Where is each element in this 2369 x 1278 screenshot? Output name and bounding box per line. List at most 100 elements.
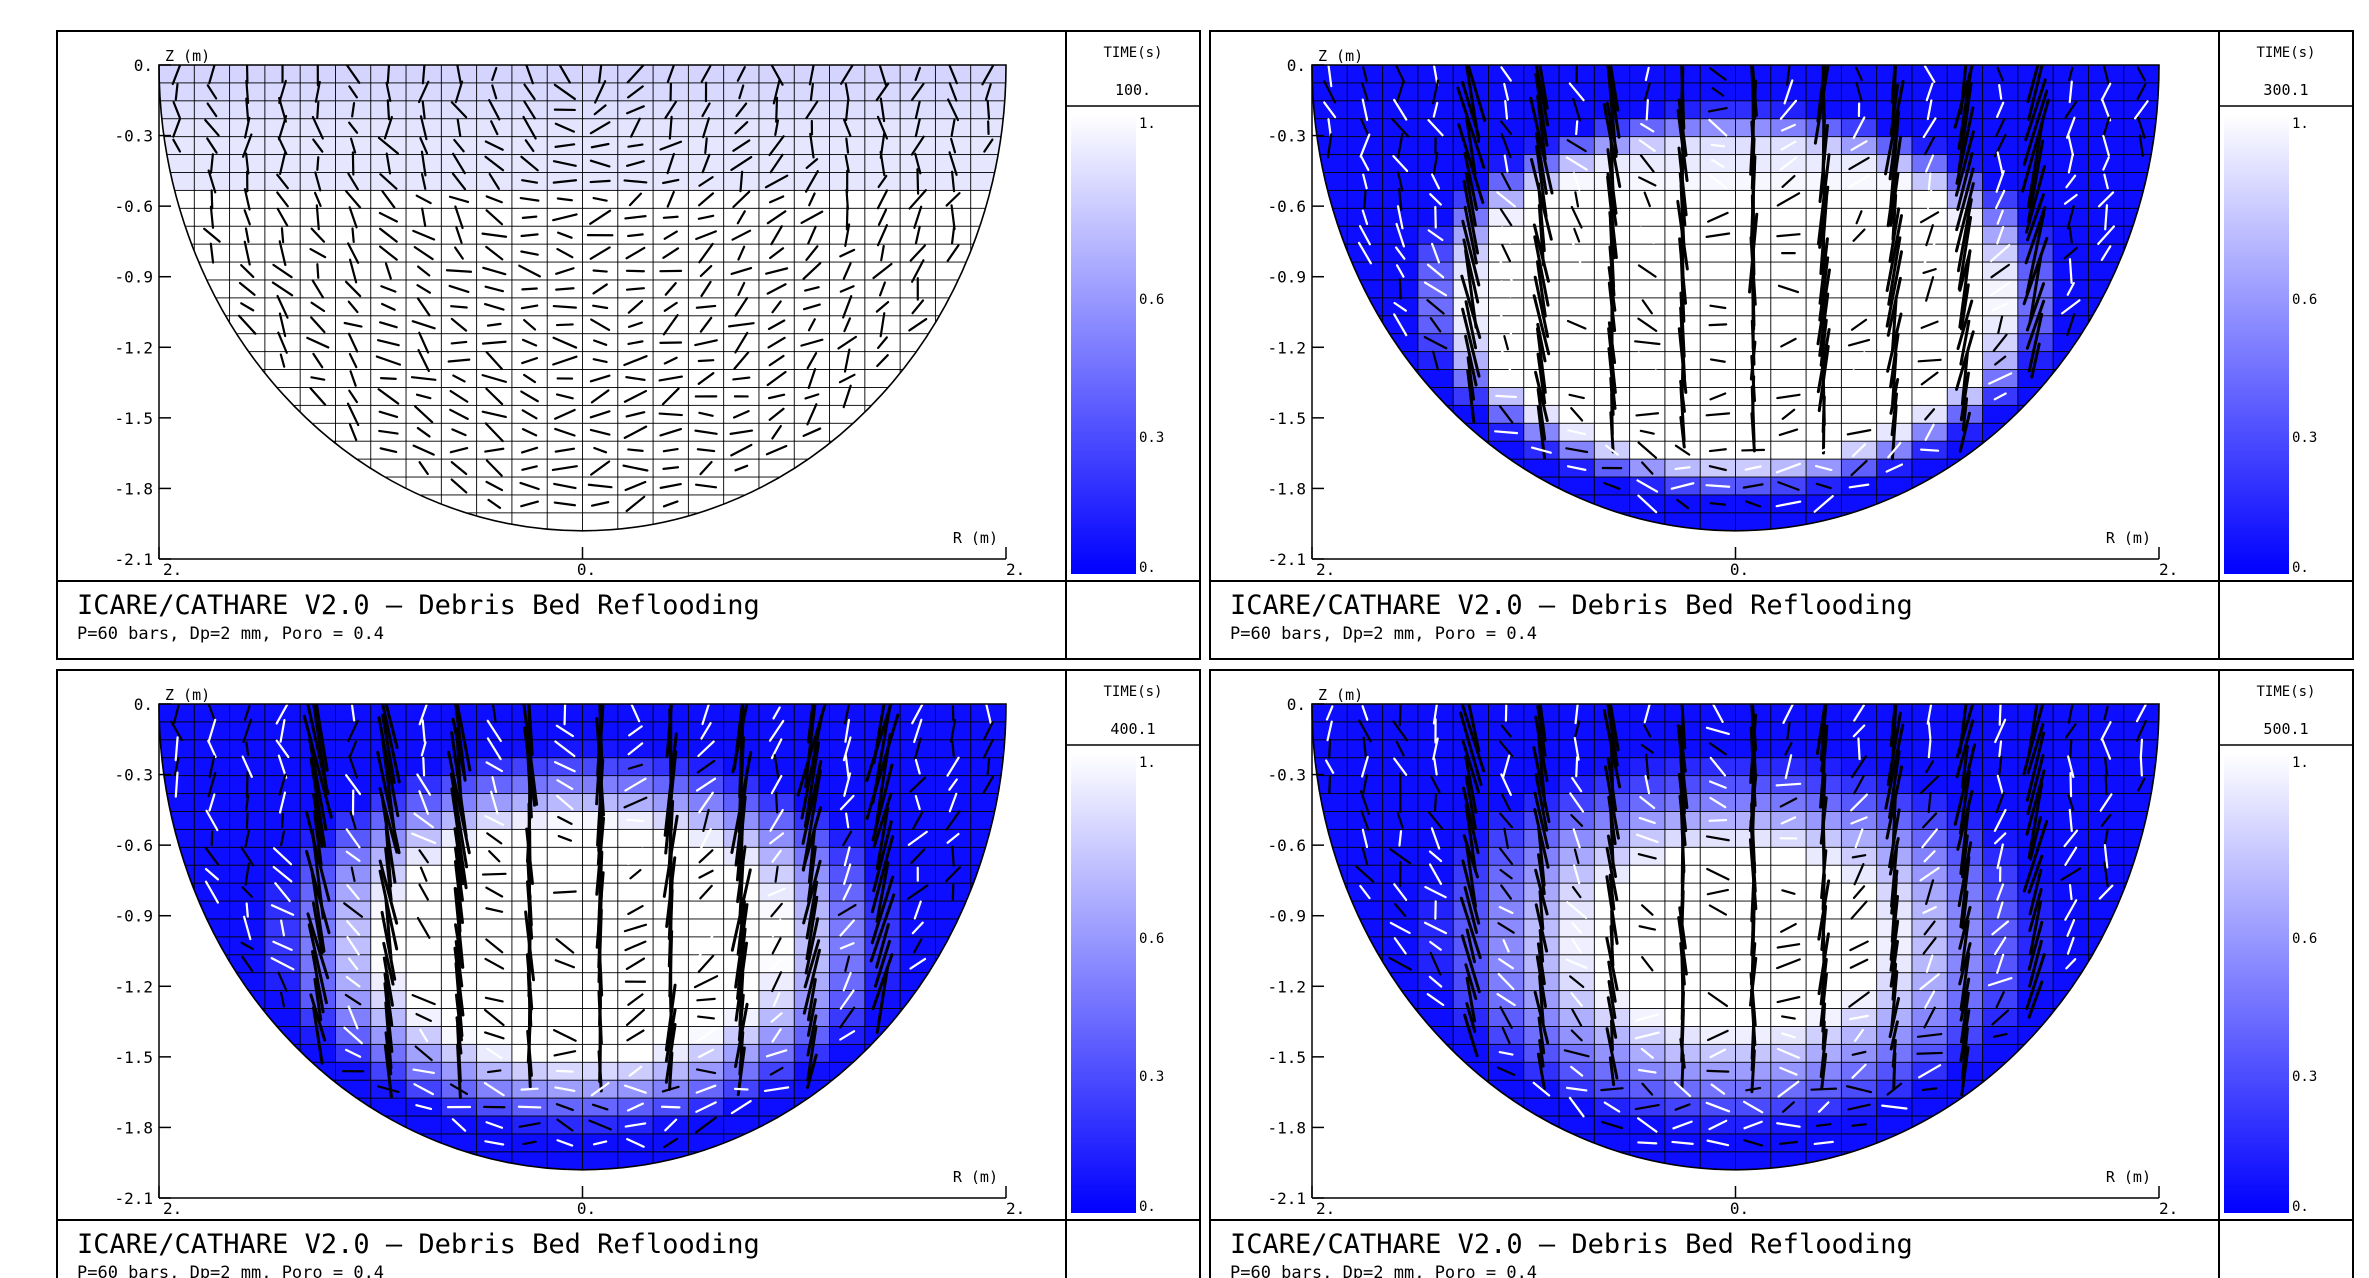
velocity-arrow xyxy=(914,152,922,175)
velocity-arrow xyxy=(700,280,712,298)
heatmap-cell xyxy=(970,1097,1006,1117)
velocity-arrow xyxy=(767,319,786,331)
velocity-arrow xyxy=(351,227,355,244)
velocity-arrow xyxy=(1637,351,1657,370)
velocity-arrow xyxy=(1855,81,1863,102)
velocity-arrow xyxy=(1532,1081,1551,1097)
velocity-arrow xyxy=(1888,207,1901,264)
heatmap-cell xyxy=(193,333,231,353)
heatmap-cell xyxy=(159,476,196,496)
velocity-arrow xyxy=(1919,211,1940,224)
velocity-arrow xyxy=(1776,393,1801,400)
velocity-arrow xyxy=(523,373,537,384)
velocity-arrow xyxy=(946,244,960,262)
velocity-arrow xyxy=(699,316,713,333)
velocity-arrow xyxy=(1956,790,1974,851)
velocity-arrow xyxy=(1922,906,1937,914)
velocity-arrow xyxy=(1641,371,1654,386)
velocity-arrow xyxy=(1781,1101,1795,1113)
velocity-arrow xyxy=(345,774,362,796)
velocity-arrow xyxy=(589,121,611,135)
velocity-arrow xyxy=(174,83,179,101)
y-tick-label: -1.2 xyxy=(1267,977,1306,996)
heatmap-cell xyxy=(970,882,1006,903)
velocity-arrow xyxy=(1500,120,1513,136)
velocity-arrow xyxy=(206,137,218,154)
velocity-arrow xyxy=(1573,227,1581,243)
velocity-arrow xyxy=(768,135,785,157)
y-tick-label: -1.8 xyxy=(114,1118,153,1137)
velocity-arrow xyxy=(1393,757,1408,776)
heatmap-cell xyxy=(2087,1026,2125,1046)
velocity-arrow xyxy=(1846,251,1872,256)
velocity-arrow xyxy=(279,991,286,1008)
velocity-arrow xyxy=(2027,782,2044,859)
velocity-arrow xyxy=(591,1103,609,1111)
velocity-vectors xyxy=(1325,704,2147,1147)
velocity-arrow xyxy=(1638,139,1656,152)
velocity-arrow xyxy=(626,160,645,167)
velocity-arrow xyxy=(413,1083,435,1096)
heatmap-cell xyxy=(2052,458,2090,478)
velocity-arrow xyxy=(1640,122,1655,133)
velocity-arrow xyxy=(590,460,611,476)
heatmap-cell xyxy=(582,512,619,531)
velocity-arrow xyxy=(625,246,646,260)
velocity-arrow xyxy=(345,65,361,84)
velocity-arrow xyxy=(1426,993,1445,1007)
velocity-arrow xyxy=(1464,334,1478,387)
velocity-arrow xyxy=(1574,191,1580,208)
velocity-arrow xyxy=(697,359,715,363)
velocity-arrow xyxy=(552,304,577,309)
velocity-arrow xyxy=(842,118,852,137)
time-value: 500.1 xyxy=(2263,720,2308,738)
heatmap-cell xyxy=(193,1133,231,1153)
velocity-arrow xyxy=(803,939,821,989)
heatmap-cell xyxy=(864,1115,902,1135)
heatmap-cell xyxy=(1312,936,1349,956)
velocity-arrow xyxy=(208,793,216,812)
velocity-arrow xyxy=(521,287,538,291)
velocity-arrow xyxy=(451,428,467,437)
velocity-arrow xyxy=(770,738,783,760)
heatmap-cell xyxy=(1346,315,1384,335)
heatmap-cell xyxy=(2123,954,2159,974)
heatmap-cell xyxy=(2017,1133,2055,1153)
velocity-arrow xyxy=(557,834,573,842)
velocity-arrow xyxy=(485,1121,504,1129)
velocity-arrow xyxy=(876,354,889,368)
velocity-arrow xyxy=(697,740,715,758)
velocity-arrow xyxy=(1819,318,1828,367)
heatmap-cell xyxy=(2123,279,2159,299)
velocity-arrow xyxy=(379,173,398,190)
velocity-arrow xyxy=(487,498,502,509)
velocity-arrow xyxy=(1953,743,1977,826)
velocity-arrow xyxy=(170,720,184,742)
heatmap-cell xyxy=(1312,811,1349,831)
velocity-arrow xyxy=(447,358,471,363)
velocity-arrow xyxy=(769,832,785,845)
velocity-arrow xyxy=(592,304,609,310)
velocity-arrow xyxy=(1639,795,1656,810)
heatmap-cell xyxy=(1312,1008,1349,1028)
velocity-arrow xyxy=(1501,793,1512,812)
velocity-arrow xyxy=(1605,936,1619,991)
velocity-arrow xyxy=(695,1101,717,1113)
velocity-arrow xyxy=(1679,415,1686,449)
velocity-arrow xyxy=(1997,755,2003,778)
velocity-arrow xyxy=(484,447,505,453)
heatmap-cell xyxy=(2017,387,2055,407)
velocity-arrow xyxy=(280,919,285,937)
heatmap-cell xyxy=(1382,422,1419,443)
velocity-arrow xyxy=(455,226,463,244)
velocity-arrow xyxy=(1503,335,1509,351)
velocity-arrow xyxy=(310,376,326,381)
velocity-arrow xyxy=(1393,883,1408,901)
velocity-arrow xyxy=(208,65,216,85)
velocity-arrow xyxy=(1886,312,1903,373)
velocity-arrow xyxy=(555,393,574,400)
velocity-arrow xyxy=(1819,972,1828,1027)
heatmap-cell xyxy=(1452,1133,1490,1153)
velocity-arrow xyxy=(381,713,396,784)
velocity-arrow xyxy=(520,500,539,508)
